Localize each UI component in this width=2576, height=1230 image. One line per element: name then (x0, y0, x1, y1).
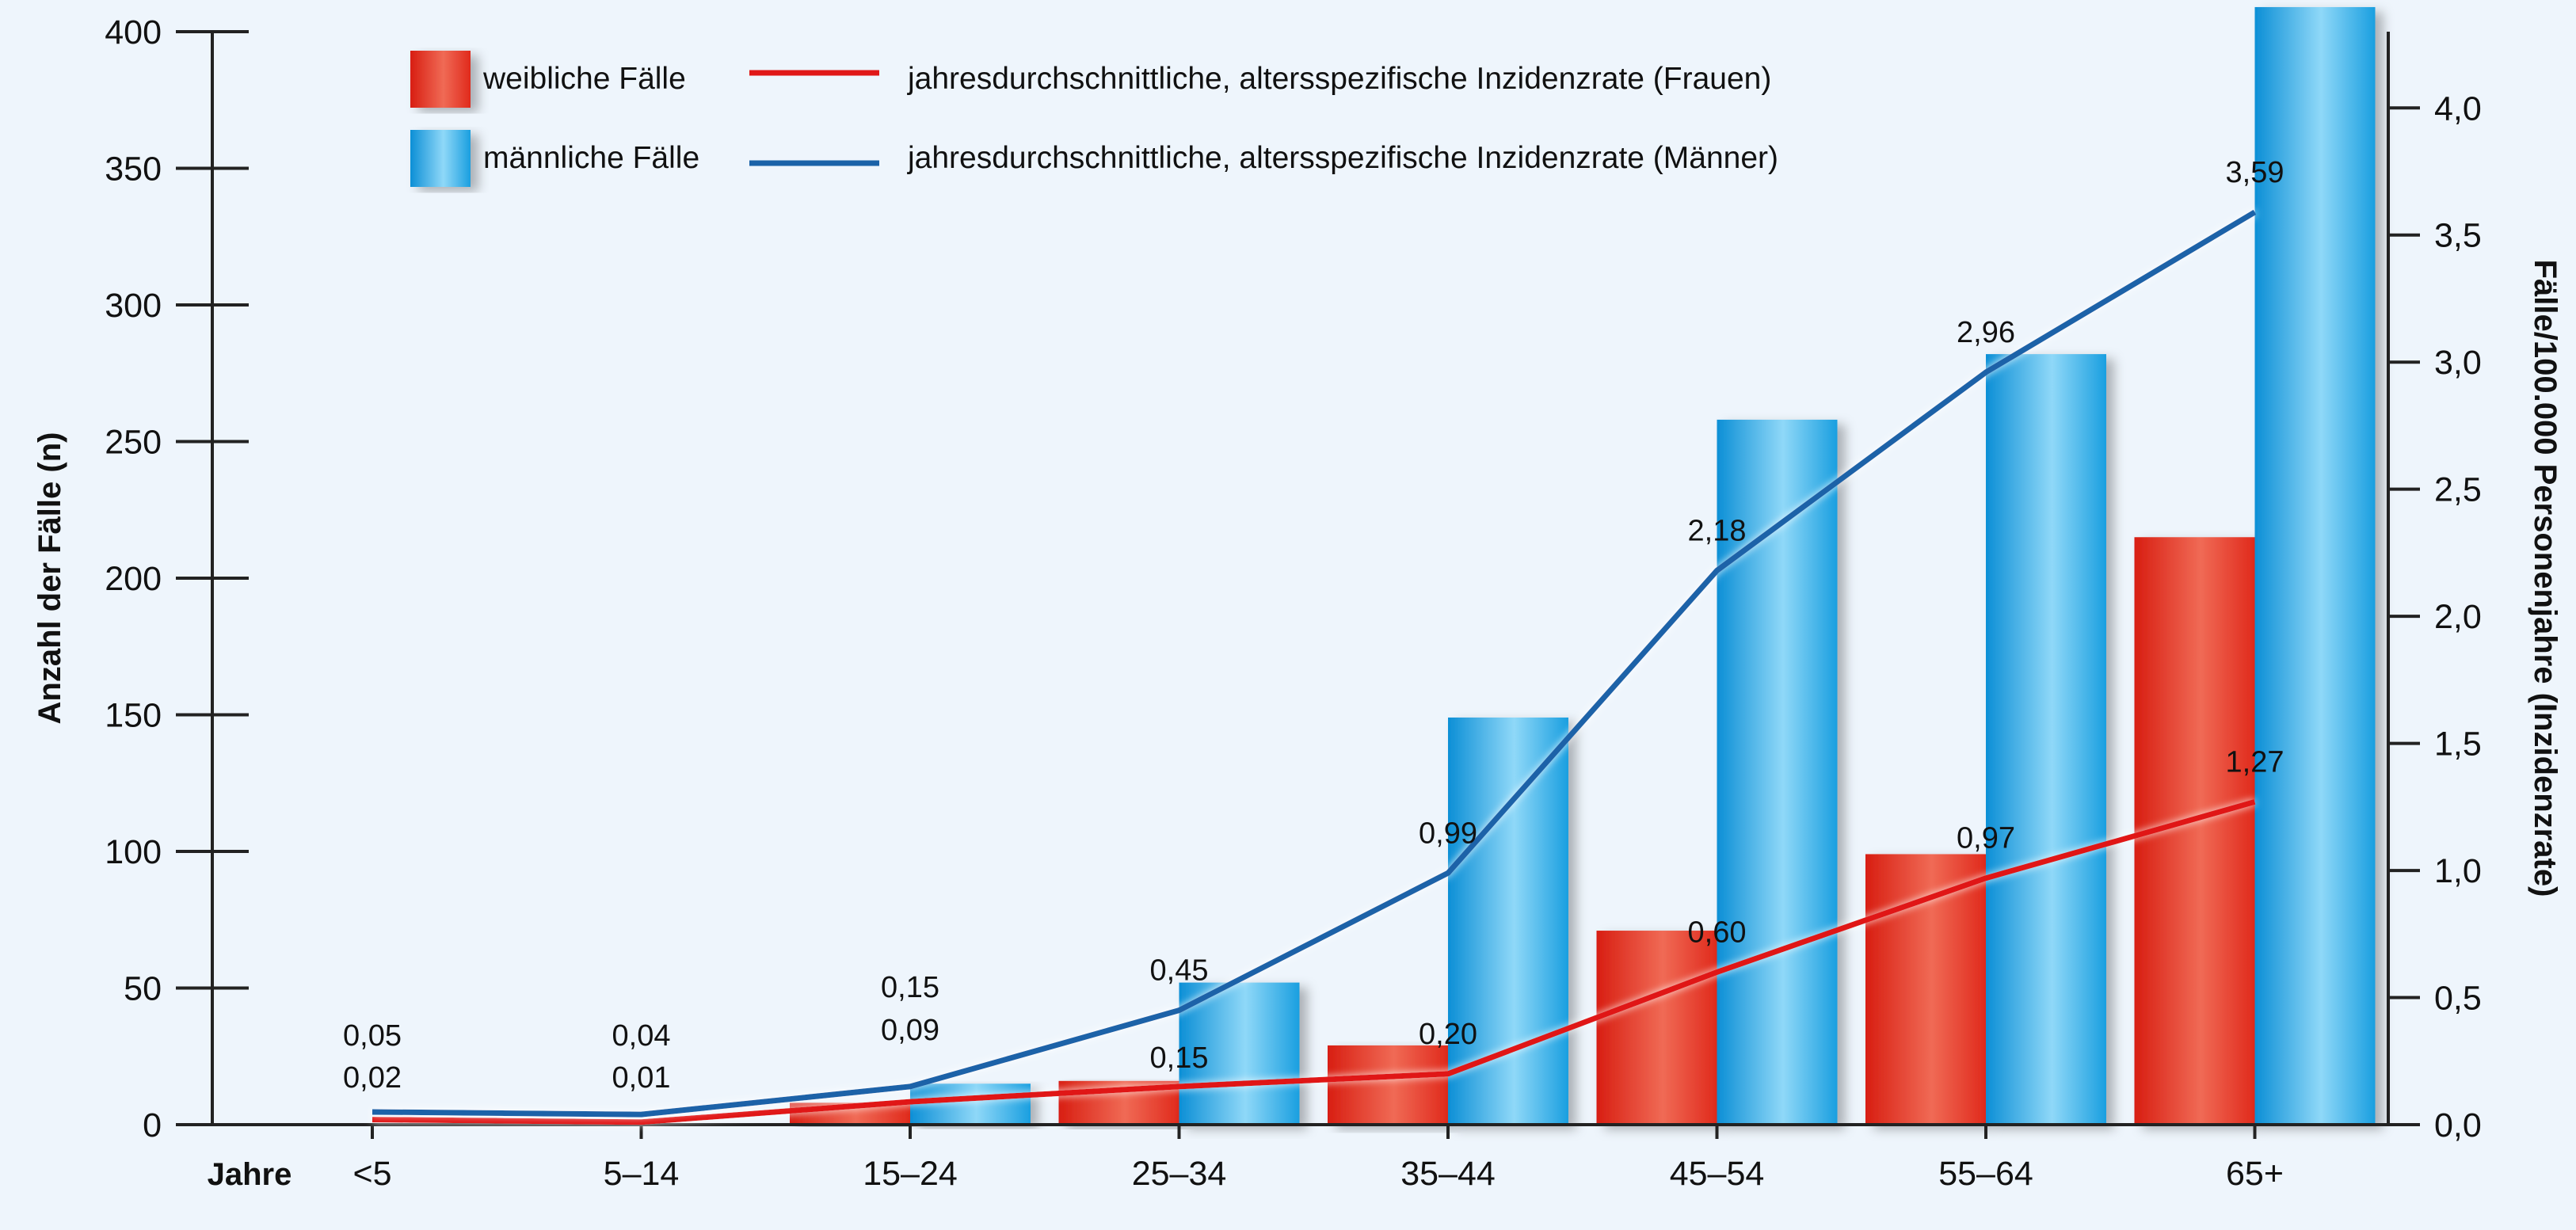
y-right-tick-label: 1,0 (2434, 852, 2482, 890)
bar-male-cases (1717, 419, 1838, 1125)
legend-label-male-incidence: jahresdurchschnittliche, altersspezifisc… (907, 141, 1778, 175)
bar-male-cases (2254, 6, 2376, 1125)
legend-label-female-incidence: jahresdurchschnittliche, altersspezifisc… (907, 62, 1771, 96)
data-label-female-incidence: 0,60 (1688, 916, 1747, 949)
data-label-male-incidence: 3,59 (2226, 156, 2284, 189)
y-axis-left-ticks: 0 50 100 150 200 250 300 350 400 (105, 13, 249, 1144)
y-left-tick-label: 250 (105, 424, 162, 462)
y-left-tick-label: 100 (105, 833, 162, 871)
data-label-male-incidence: 2,96 (1957, 316, 2015, 349)
x-axis-ticks: <5 5–14 15–24 25–34 35–44 45–54 55–64 65+ (352, 1125, 2284, 1193)
line-female-incidence (372, 799, 2256, 1125)
bar-female-cases (1328, 1045, 1448, 1125)
y-left-tick-label: 300 (105, 287, 162, 325)
y-right-tick-label: 4,0 (2434, 89, 2482, 128)
data-labels-layer: 0,02 0,01 0,09 0,15 0,20 0,60 0,97 1,27 0,05 0,04… (343, 156, 2284, 1095)
data-label-male-incidence: 0,15 (881, 971, 939, 1004)
bar-female-cases (1865, 854, 1986, 1125)
bar-male-cases (1448, 717, 1568, 1125)
data-label-female-incidence: 0,15 (1150, 1042, 1209, 1075)
x-tick-label: 15–24 (863, 1155, 958, 1193)
x-tick-label: 45–54 (1670, 1155, 1765, 1193)
data-label-male-incidence: 2,18 (1688, 514, 1747, 547)
x-tick-label: 5–14 (604, 1155, 680, 1193)
line-male-incidence (372, 209, 2257, 1118)
data-label-female-incidence: 0,09 (881, 1014, 939, 1047)
x-tick-label: 55–64 (1938, 1155, 2033, 1193)
y-left-tick-label: 50 (124, 970, 162, 1008)
x-axis-title: Jahre (208, 1157, 292, 1192)
y-right-tick-label: 1,5 (2434, 725, 2482, 764)
x-tick-label: 35–44 (1400, 1155, 1496, 1193)
legend: weibliche Fälle männliche Fälle jahresdu… (410, 51, 1778, 187)
y-axis-right: 0,0 0,5 1,0 1,5 2,0 2,5 3,0 3,5 4,0 Fälle/100.00… (2387, 32, 2563, 1144)
legend-swatch-female-cases (410, 51, 471, 108)
y-right-tick-label: 2,5 (2434, 471, 2482, 509)
data-label-male-incidence: 0,45 (1150, 954, 1209, 988)
data-label-female-incidence: 0,02 (343, 1061, 402, 1095)
data-label-female-incidence: 0,01 (612, 1061, 671, 1095)
y-left-tick-label: 350 (105, 150, 162, 188)
bars-layer (790, 6, 2376, 1125)
y-left-tick-label: 0 (143, 1106, 162, 1144)
x-axis: Jahre <5 5–14 15–24 25–34 35–44 45–54 55–64 65+ (208, 1123, 2388, 1193)
y-right-tick-label: 3,0 (2434, 344, 2482, 382)
data-label-female-incidence: 1,27 (2226, 745, 2284, 779)
bar-male-cases (910, 1083, 1031, 1125)
y-left-tick-label: 200 (105, 560, 162, 598)
bar-female-cases (1596, 931, 1717, 1125)
legend-swatch-male-cases (410, 130, 471, 187)
data-label-male-incidence: 0,99 (1419, 817, 1477, 850)
x-tick-label: 65+ (2226, 1155, 2284, 1193)
y-left-tick-label: 150 (105, 697, 162, 735)
data-label-male-incidence: 0,05 (343, 1019, 402, 1053)
bar-male-cases (1179, 982, 1300, 1125)
y-left-tick-label: 400 (105, 13, 162, 51)
y-axis-left-title: Anzahl der Fälle (n) (32, 432, 67, 725)
data-label-male-incidence: 0,04 (612, 1019, 671, 1053)
y-right-tick-label: 0,0 (2434, 1106, 2482, 1144)
legend-label-female-cases: weibliche Fälle (482, 62, 686, 96)
bar-male-cases (1986, 354, 2106, 1125)
data-label-female-incidence: 0,20 (1419, 1018, 1477, 1051)
x-tick-label: <5 (352, 1155, 391, 1193)
data-label-female-incidence: 0,97 (1957, 822, 2015, 855)
y-right-tick-label: 3,5 (2434, 217, 2482, 255)
lines-layer (372, 209, 2257, 1125)
y-axis-left: 0 50 100 150 200 250 300 350 400 Anzahl der Fäll… (32, 13, 249, 1144)
legend-label-male-cases: männliche Fälle (483, 141, 699, 175)
y-axis-right-title: Fälle/100.000 Personenjahre (Inzidenzrat… (2528, 260, 2563, 897)
y-right-tick-label: 0,5 (2434, 980, 2482, 1018)
x-tick-label: 25–34 (1132, 1155, 1227, 1193)
y-right-tick-label: 2,0 (2434, 598, 2482, 636)
y-axis-right-ticks: 0,0 0,5 1,0 1,5 2,0 2,5 3,0 3,5 4,0 (2388, 89, 2482, 1144)
